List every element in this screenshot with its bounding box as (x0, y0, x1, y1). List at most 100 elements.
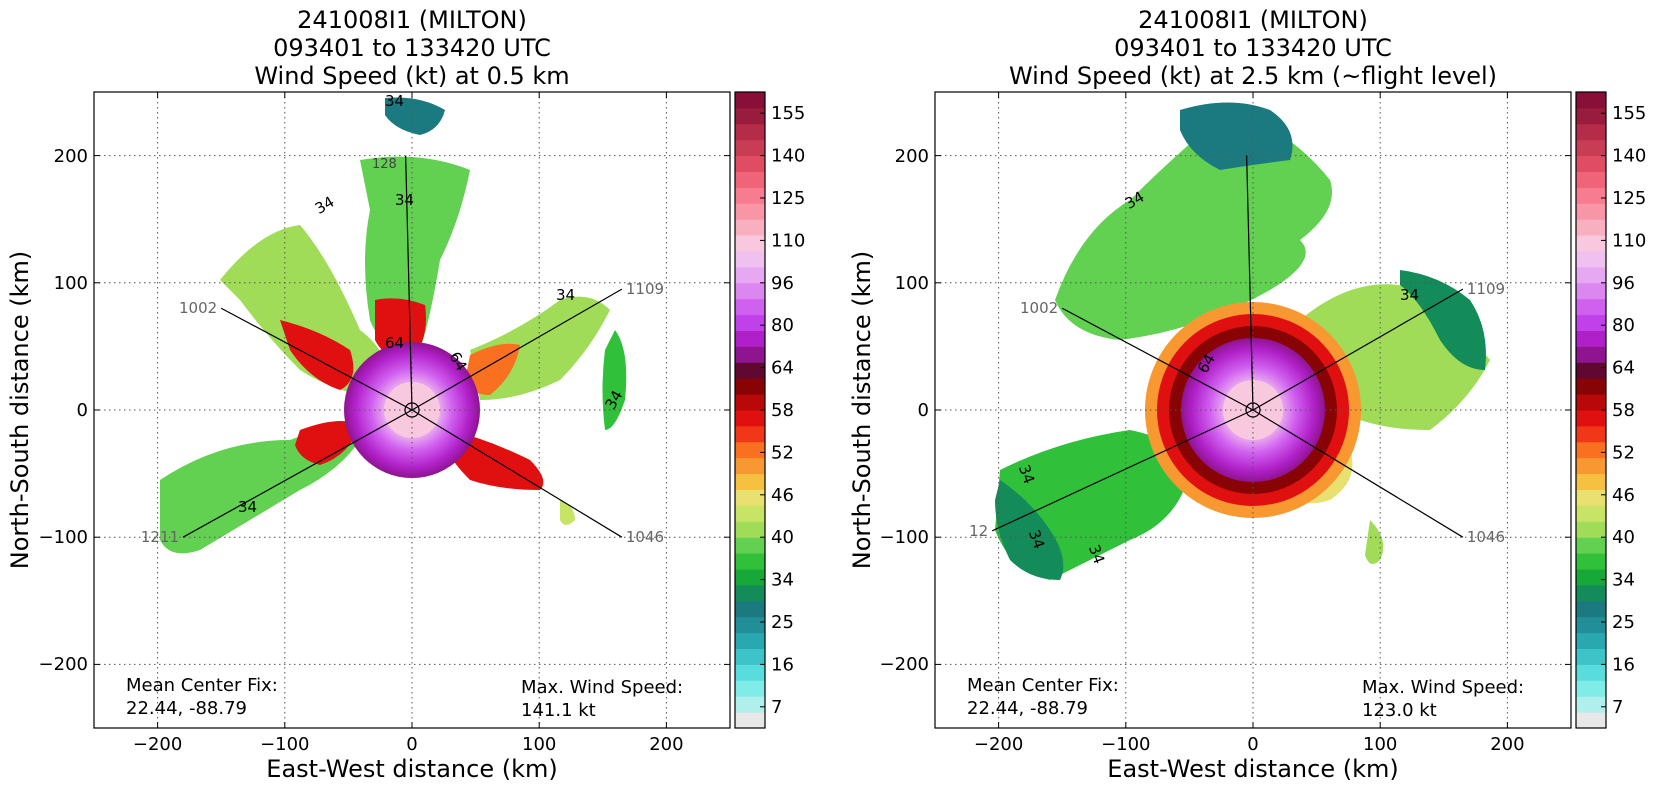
panel1-max-wind-label: Max. Wind Speed: (1362, 677, 1524, 698)
flight-leg-line (405, 155, 413, 411)
panel0-contour-label: 34 (556, 286, 575, 304)
colorbar-swatch (1576, 346, 1606, 363)
panel0-x-axis-label: East-West distance (km) (266, 755, 557, 783)
panel0-contour-label: 34 (395, 191, 414, 209)
panel1-title-line3: Wind Speed (kt) at 2.5 km (~flight level… (1009, 62, 1497, 90)
colorbar-swatch (735, 362, 765, 379)
panel1-flight-legs: 1002 1109 1046 12 (969, 155, 1505, 546)
colorbar-tick-label: 34 (771, 570, 794, 591)
colorbar-swatch (735, 696, 765, 713)
colorbar-swatch (735, 489, 765, 506)
colorbar-swatch (1576, 251, 1606, 268)
colorbar-swatch (735, 457, 765, 475)
flight-leg-line (1061, 307, 1254, 411)
colorbar-tick-label: 110 (771, 230, 805, 251)
panel1-ytick-label: 100 (895, 273, 929, 294)
panel0-colorbar-tick-labels: 7 16 25 34 40 46 52 58 64 80 96 110 125 140 155 (760, 103, 805, 718)
colorbar-swatch (735, 123, 765, 141)
colorbar-swatch (1576, 712, 1606, 729)
flight-leg-line (411, 288, 623, 411)
colorbar-tick-label: 140 (1612, 146, 1646, 167)
panel1-wind-field-se-tail (1365, 520, 1384, 564)
colorbar-swatch (1576, 569, 1606, 586)
panel1-title-line2: 093401 to 133420 UTC (1114, 34, 1392, 62)
panel1-x-axis-label: East-West distance (km) (1107, 755, 1398, 783)
colorbar-tick-label: 64 (771, 358, 794, 379)
colorbar-swatch (735, 187, 765, 204)
panel1-y-axis-label: North-South distance (km) (848, 251, 876, 570)
panel0-contour-label: 128 (372, 157, 397, 172)
panel0-xtick-label: −200 (133, 734, 182, 755)
panel0-ytick-label: −200 (39, 654, 88, 675)
colorbar-swatch (1576, 155, 1606, 172)
flight-leg-line (220, 307, 413, 411)
flight-leg-line (411, 409, 623, 538)
panel0-y-tick-labels: 200 100 0 −100 −200 (39, 146, 88, 675)
panel0-max-wind-label: Max. Wind Speed: (521, 677, 683, 698)
colorbar-swatch (735, 219, 765, 236)
colorbar-swatch (735, 346, 765, 363)
panel1-xtick-label: 200 (1490, 734, 1524, 755)
panel0-title-line2: 093401 to 133420 UTC (273, 34, 551, 62)
panel0-plot-area: 1002 1109 1046 1211 34 34 34 34 34 34 64 64… (94, 92, 730, 728)
colorbar-tick-label: 16 (771, 654, 794, 675)
panel1-x-tick-labels: −200 −100 0 100 200 (974, 734, 1525, 755)
flight-leg-line (1246, 155, 1254, 411)
colorbar-swatch (1576, 505, 1606, 522)
panel1-contour-label: 34 (1400, 286, 1419, 304)
flight-leg-label: 1109 (626, 280, 664, 298)
colorbar-swatch (1576, 680, 1606, 697)
colorbar-swatch (1576, 600, 1606, 618)
flight-leg-label: 1109 (1467, 280, 1505, 298)
colorbar-swatch (1576, 378, 1606, 395)
panel1-ytick-label: −100 (880, 527, 929, 548)
colorbar-swatch (735, 537, 765, 554)
colorbar-swatch (1576, 648, 1606, 665)
colorbar-tick-label: 155 (771, 103, 805, 124)
panel0-wind-arm-e (602, 330, 627, 430)
colorbar-tick-label: 96 (771, 273, 794, 294)
panel1-wind-field-north (1055, 110, 1332, 340)
colorbar-tick-label: 80 (771, 315, 794, 336)
panel1-xtick-label: 100 (1363, 734, 1397, 755)
colorbar-swatch (1576, 266, 1606, 284)
center-fix-marker (1245, 402, 1261, 418)
panel1-xtick-label: −100 (1101, 734, 1150, 755)
colorbar-swatch (1576, 107, 1606, 125)
colorbar-swatch (735, 473, 765, 490)
colorbar-swatch (735, 648, 765, 665)
panel1-contour-label: 34 (1015, 462, 1038, 486)
colorbar-swatch (735, 441, 765, 459)
panel1-ytick-label: 0 (918, 400, 929, 421)
colorbar-swatch (735, 680, 765, 697)
colorbar-swatch (735, 521, 765, 538)
panel1-ytick-label: 200 (895, 146, 929, 167)
panel1-xtick-label: −200 (974, 734, 1023, 755)
colorbar-tick-label: 52 (771, 442, 794, 463)
panel0-title-line3: Wind Speed (kt) at 0.5 km (254, 62, 569, 90)
colorbar-swatch (735, 171, 765, 188)
colorbar-swatch (735, 632, 765, 649)
colorbar-swatch (1576, 362, 1606, 379)
panel0-y-axis-label: North-South distance (km) (6, 251, 34, 570)
panel1-wind-field-sw-edge (995, 480, 1064, 580)
colorbar-swatch (735, 266, 765, 284)
panel0-xtick-label: 0 (406, 734, 417, 755)
flight-leg-line (1252, 409, 1464, 538)
colorbar-swatch (735, 378, 765, 395)
colorbar-swatch (1576, 616, 1606, 634)
panel0-colorbar (734, 91, 766, 729)
colorbar-swatch (1576, 171, 1606, 188)
colorbar-swatch (1576, 664, 1606, 681)
flight-leg-label: 1002 (1020, 299, 1058, 317)
colorbar-swatch (735, 664, 765, 681)
panel0-xtick-label: −100 (260, 734, 309, 755)
panel0-grid (94, 92, 730, 728)
colorbar-tick-label: 25 (771, 612, 794, 633)
colorbar-tick-label: 7 (1612, 697, 1623, 718)
flight-leg-label: 1046 (1467, 528, 1505, 546)
colorbar-swatch (1576, 314, 1606, 331)
panel1-contour-label: 34 (1025, 527, 1048, 551)
panel1-wind-field-north-top (1180, 102, 1293, 170)
